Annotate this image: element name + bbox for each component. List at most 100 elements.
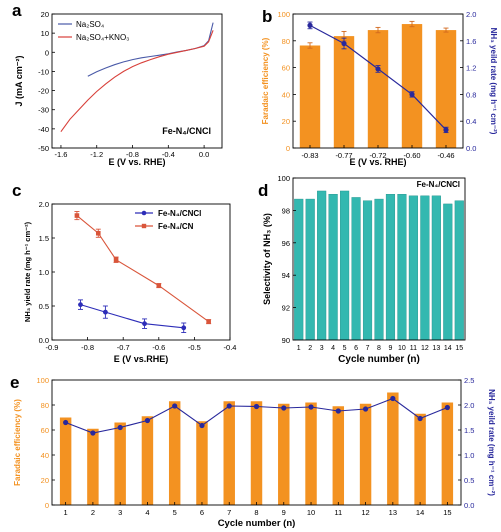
panel-d-bar [351,197,361,341]
panel-a-frame [51,13,223,149]
panel-d-annotation: Fe-N₄/CNCl [417,180,460,189]
panel-b-rate-point [443,127,449,133]
panel-c-legend-marker-2 [141,223,147,229]
panel-e-rate-point [144,417,151,424]
panel-b-ytick-label: 80 [282,37,290,46]
panel-e-bar [223,401,235,505]
panel-e-xtick-label: 7 [227,508,231,517]
panel-c-xtick-label: -0.7 [117,343,130,352]
panel-e-ytick-label: 60 [41,426,49,435]
panel-e-ytick-label: 40 [41,451,49,460]
panel-b-bar [401,24,423,148]
panel-a-ytick-label: -50 [38,144,49,153]
panel-label-d: d [258,181,268,200]
panel-c-point-2 [206,319,211,324]
panel-a-series-line-1 [87,22,214,77]
panel-b-xtick-label: -0.77 [335,151,352,160]
panel-c-legend-marker-1 [141,210,147,216]
panel-d-xtick-label: 13 [432,345,440,352]
panel-d-ytick-label: 96 [282,239,290,248]
panel-d-xtick-label: 9 [389,345,393,352]
panel-e-xlabel: Cycle number (n) [218,518,296,529]
panel-a-annotation: Fe-N₄/CNCl [162,126,211,136]
panel-c-point-1 [181,325,187,331]
panel-b-bar [333,36,355,148]
panel-e-bar [441,402,454,505]
panel-e-xtick-label: 3 [118,508,122,517]
panel-b-xtick-label: -0.46 [437,151,454,160]
panel-label-b: b [262,7,272,26]
panel-d-xtick-label: 5 [343,345,347,352]
panel-d-bar [443,203,453,341]
panel-e-bar [59,417,72,505]
panel-b-xtick-label: -0.83 [301,151,318,160]
panel-b-ytick-label: 0 [286,144,290,153]
panel-c-point-2 [113,257,119,263]
panel-e-rate-point [226,403,232,409]
panel-d-bar [397,193,407,341]
panel-d-bar [454,200,464,341]
panel-c-xlabel: E (V vs.RHE) [114,354,169,364]
panel-c-xtick-label: -0.8 [81,343,94,352]
panel-e-frame [51,379,462,506]
panel-e-bar [359,403,372,505]
panel-d-bar [374,198,384,341]
panel-e-xtick-label: 8 [254,508,258,517]
panel-d-xtick-label: 15 [455,345,463,352]
panel-e-rate-point [444,404,450,411]
panel-b-ytick-label: 60 [282,64,290,73]
panel-e-ytick-label: 20 [41,476,49,485]
panel-d-ytick-label: 100 [277,174,290,183]
panel-label-a: a [12,1,22,20]
panel-b-y2tick-label: 1.6 [466,37,476,46]
panel-b-y2tick-label: 1.2 [466,64,476,73]
panel-c-series-line-1 [80,304,184,329]
panel-d-bar [305,198,315,341]
panel-d-bar [431,195,441,341]
panel-e-xtick-label: 6 [200,508,204,517]
panel-e-xtick-label: 9 [282,508,286,517]
panel-e-rate-point [63,419,69,426]
panel-e-xtick-label: 12 [361,508,369,517]
panel-c-ytick-label: 0.0 [39,336,49,345]
panel-d-bar [362,200,373,341]
panel-c-xtick-label: -0.4 [224,343,237,352]
panel-a-xtick-label: -1.2 [90,150,103,159]
panel-a-xtick-label: -0.8 [126,150,139,159]
panel-label-e: e [10,373,19,392]
panel-a-ytick-label: 0 [45,48,49,57]
panel-e-xtick-label: 11 [334,508,342,517]
panel-e-ylabel2: NH₃ yeild rate (mg h⁻¹ cm⁻²) [487,389,496,496]
panel-d-xtick-label: 8 [377,345,381,352]
panel-a-series-line-2 [60,30,214,133]
panel-d-bar [408,195,418,341]
panel-c-point-1 [78,302,83,308]
panel-c-point-1 [142,321,147,327]
panel-e-y2tick-label: 0.0 [464,501,474,510]
panel-e-rate-point [199,422,205,429]
panel-e-bar [250,401,263,505]
panel-e-bar [332,406,345,505]
panel-d-ytick-label: 98 [282,206,290,215]
panel-a-ytick-label: 20 [41,10,49,19]
panel-b-bar [299,45,321,148]
panel-b-y2tick-label: 0.4 [466,117,476,126]
panel-e-ytick-label: 100 [36,376,49,385]
panel-d-xtick-label: 4 [331,345,335,352]
panel-a-legend-label-1: Na₂SO₄ [76,20,104,29]
panel-e-bar [305,402,317,505]
panel-d-xtick-label: 6 [354,345,358,352]
panel-b-y2tick-label: 0.0 [466,144,476,153]
panel-d-ylabel: Selectivity of NH₃ (%) [262,213,272,305]
panel-c-ylabel: NH₃ yield rate (mg h⁻¹ cm⁻²) [23,221,32,322]
panel-c-legend-label-2: Fe-N₄/CN [158,222,194,231]
panel-a-legend-label-2: Na₂SO₄+KNO₃ [76,33,129,42]
panel-b-ytick-label: 20 [282,117,290,126]
panel-e-bar [87,428,99,505]
panel-c-legend-label-1: Fe-N₄/CNCl [158,209,201,218]
panel-e-bar [196,421,208,505]
panel-b-rate-point [341,40,347,47]
panel-d-xtick-label: 2 [308,345,312,352]
panel-a-ytick-label: -20 [38,87,49,96]
